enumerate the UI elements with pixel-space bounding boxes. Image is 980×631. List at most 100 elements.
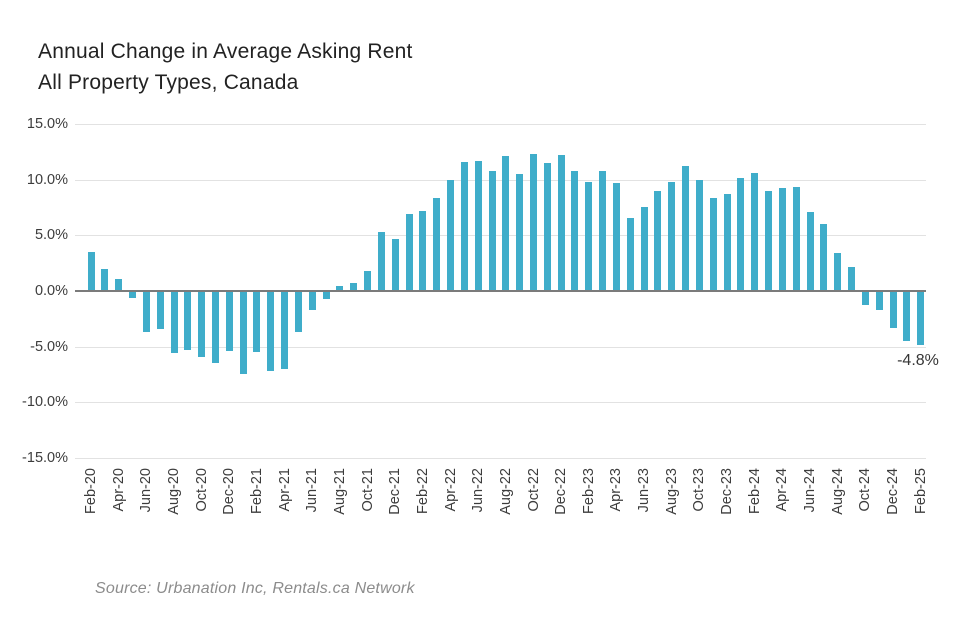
- x-tick-label-Apr-21: Apr-21: [276, 468, 293, 512]
- bar-Mar-24: [765, 190, 772, 290]
- chart-title-line2: All Property Types, Canada: [38, 71, 299, 94]
- bar-Oct-23: [695, 179, 703, 290]
- bar-Nov-21: [377, 232, 385, 290]
- x-tick-label-Aug-21: Aug-21: [331, 468, 348, 515]
- gridline--10: [75, 402, 926, 403]
- bar-Oct-24: [861, 292, 869, 306]
- y-tick-label--15: -15.0%: [22, 450, 68, 466]
- bar-Jan-25: [903, 292, 911, 341]
- gridline--15: [75, 458, 926, 459]
- x-tick-label-Feb-22: Feb-22: [414, 468, 431, 514]
- bar-Dec-24: [889, 292, 897, 328]
- chart-title-line1: Annual Change in Average Asking Rent: [38, 40, 413, 63]
- bar-Jun-23: [640, 206, 648, 290]
- bar-Jul-21: [322, 292, 330, 299]
- bar-May-24: [792, 186, 800, 290]
- bar-Sep-23: [682, 166, 690, 290]
- bar-Feb-24: [751, 173, 759, 290]
- bar-Sep-24: [848, 266, 855, 290]
- bar-Aug-24: [834, 253, 842, 290]
- bar-Apr-24: [778, 187, 786, 290]
- bar-Jul-24: [820, 224, 828, 290]
- bar-Sep-22: [516, 174, 524, 290]
- bar-Sep-21: [350, 283, 358, 290]
- x-tick-label-Dec-20: Dec-20: [221, 468, 238, 515]
- bar-Mar-23: [599, 170, 607, 290]
- bar-Apr-22: [447, 179, 454, 290]
- zero-axis-line: [75, 290, 926, 292]
- x-tick-label-Dec-22: Dec-22: [553, 468, 570, 515]
- x-tick-label-Apr-24: Apr-24: [774, 468, 791, 512]
- y-tick-label-0: 0.0%: [34, 283, 68, 299]
- y-tick-label-5: 5.0%: [34, 227, 68, 243]
- bar-Jun-21: [308, 292, 316, 310]
- bar-Nov-23: [709, 197, 717, 290]
- bar-Oct-20: [198, 292, 206, 357]
- x-tick-label-Oct-24: Oct-24: [857, 468, 874, 512]
- bar-Jul-20: [156, 292, 164, 329]
- bar-Jul-23: [654, 190, 662, 290]
- bar-Jun-24: [806, 212, 814, 290]
- y-tick-label--5: -5.0%: [30, 339, 68, 355]
- x-tick-label-Aug-23: Aug-23: [663, 468, 680, 515]
- bar-Apr-23: [612, 183, 620, 290]
- y-tick-label--10: -10.0%: [22, 394, 68, 410]
- last-value-annotation: -4.8%: [897, 352, 939, 369]
- bar-Jun-22: [474, 160, 482, 290]
- x-tick-label-Dec-24: Dec-24: [885, 468, 901, 515]
- x-tick-label-Feb-24: Feb-24: [746, 468, 763, 514]
- bar-Feb-25: [917, 292, 925, 346]
- bar-Dec-20: [225, 292, 233, 351]
- bar-Mar-20: [101, 268, 109, 290]
- x-tick-label-Apr-22: Apr-22: [442, 468, 459, 512]
- y-tick-label-15: 15.0%: [26, 116, 68, 132]
- bar-Oct-22: [530, 154, 537, 290]
- bar-Jan-23: [571, 170, 579, 290]
- bar-May-22: [460, 162, 468, 290]
- gridline-10: [75, 180, 926, 181]
- bar-May-21: [294, 292, 302, 333]
- x-tick-label-Feb-20: Feb-20: [83, 468, 99, 514]
- bar-Jun-20: [142, 292, 150, 333]
- x-tick-label-Aug-22: Aug-22: [497, 468, 514, 515]
- bar-May-23: [626, 217, 634, 290]
- x-tick-label-Oct-20: Oct-20: [193, 468, 210, 512]
- gridline-5: [75, 235, 926, 236]
- x-tick-label-Feb-21: Feb-21: [248, 468, 265, 514]
- x-tick-label-Oct-22: Oct-22: [525, 468, 542, 512]
- x-tick-label-Feb-23: Feb-23: [580, 468, 597, 514]
- bar-Feb-21: [253, 292, 261, 353]
- bar-Nov-20: [211, 292, 219, 364]
- x-tick-label-Aug-20: Aug-20: [166, 468, 182, 515]
- bar-Apr-21: [281, 292, 289, 369]
- bar-Feb-23: [585, 182, 593, 290]
- bar-Feb-20: [87, 252, 95, 290]
- x-tick-label-Aug-24: Aug-24: [829, 468, 846, 515]
- x-tick-label-Jun-23: Jun-23: [636, 468, 653, 513]
- x-tick-label-Jun-20: Jun-20: [138, 468, 155, 513]
- bar-May-20: [129, 292, 136, 298]
- bar-Aug-21: [336, 285, 344, 290]
- x-tick-label-Apr-20: Apr-20: [110, 468, 127, 512]
- bar-Sep-20: [184, 292, 192, 350]
- x-tick-label-Jun-21: Jun-21: [304, 468, 321, 513]
- bar-Jan-22: [405, 214, 413, 290]
- bar-Jan-24: [737, 177, 745, 290]
- x-tick-label-Oct-23: Oct-23: [691, 468, 708, 512]
- x-tick-label-Apr-23: Apr-23: [608, 468, 625, 512]
- x-tick-label-Dec-23: Dec-23: [719, 468, 735, 515]
- bar-Aug-20: [170, 292, 178, 354]
- bar-Mar-22: [433, 197, 441, 290]
- bar-Dec-22: [557, 155, 565, 290]
- chart-title: Annual Change in Average Asking Rent All…: [38, 36, 413, 98]
- bar-Nov-24: [875, 292, 883, 310]
- bar-Jan-21: [239, 292, 247, 375]
- bar-Oct-21: [364, 271, 371, 290]
- bar-Dec-21: [391, 238, 399, 290]
- x-tick-label-Feb-25: Feb-25: [912, 468, 929, 514]
- y-tick-label-10: 10.0%: [26, 172, 68, 188]
- gridline-15: [75, 124, 926, 125]
- x-tick-label-Oct-21: Oct-21: [359, 468, 376, 512]
